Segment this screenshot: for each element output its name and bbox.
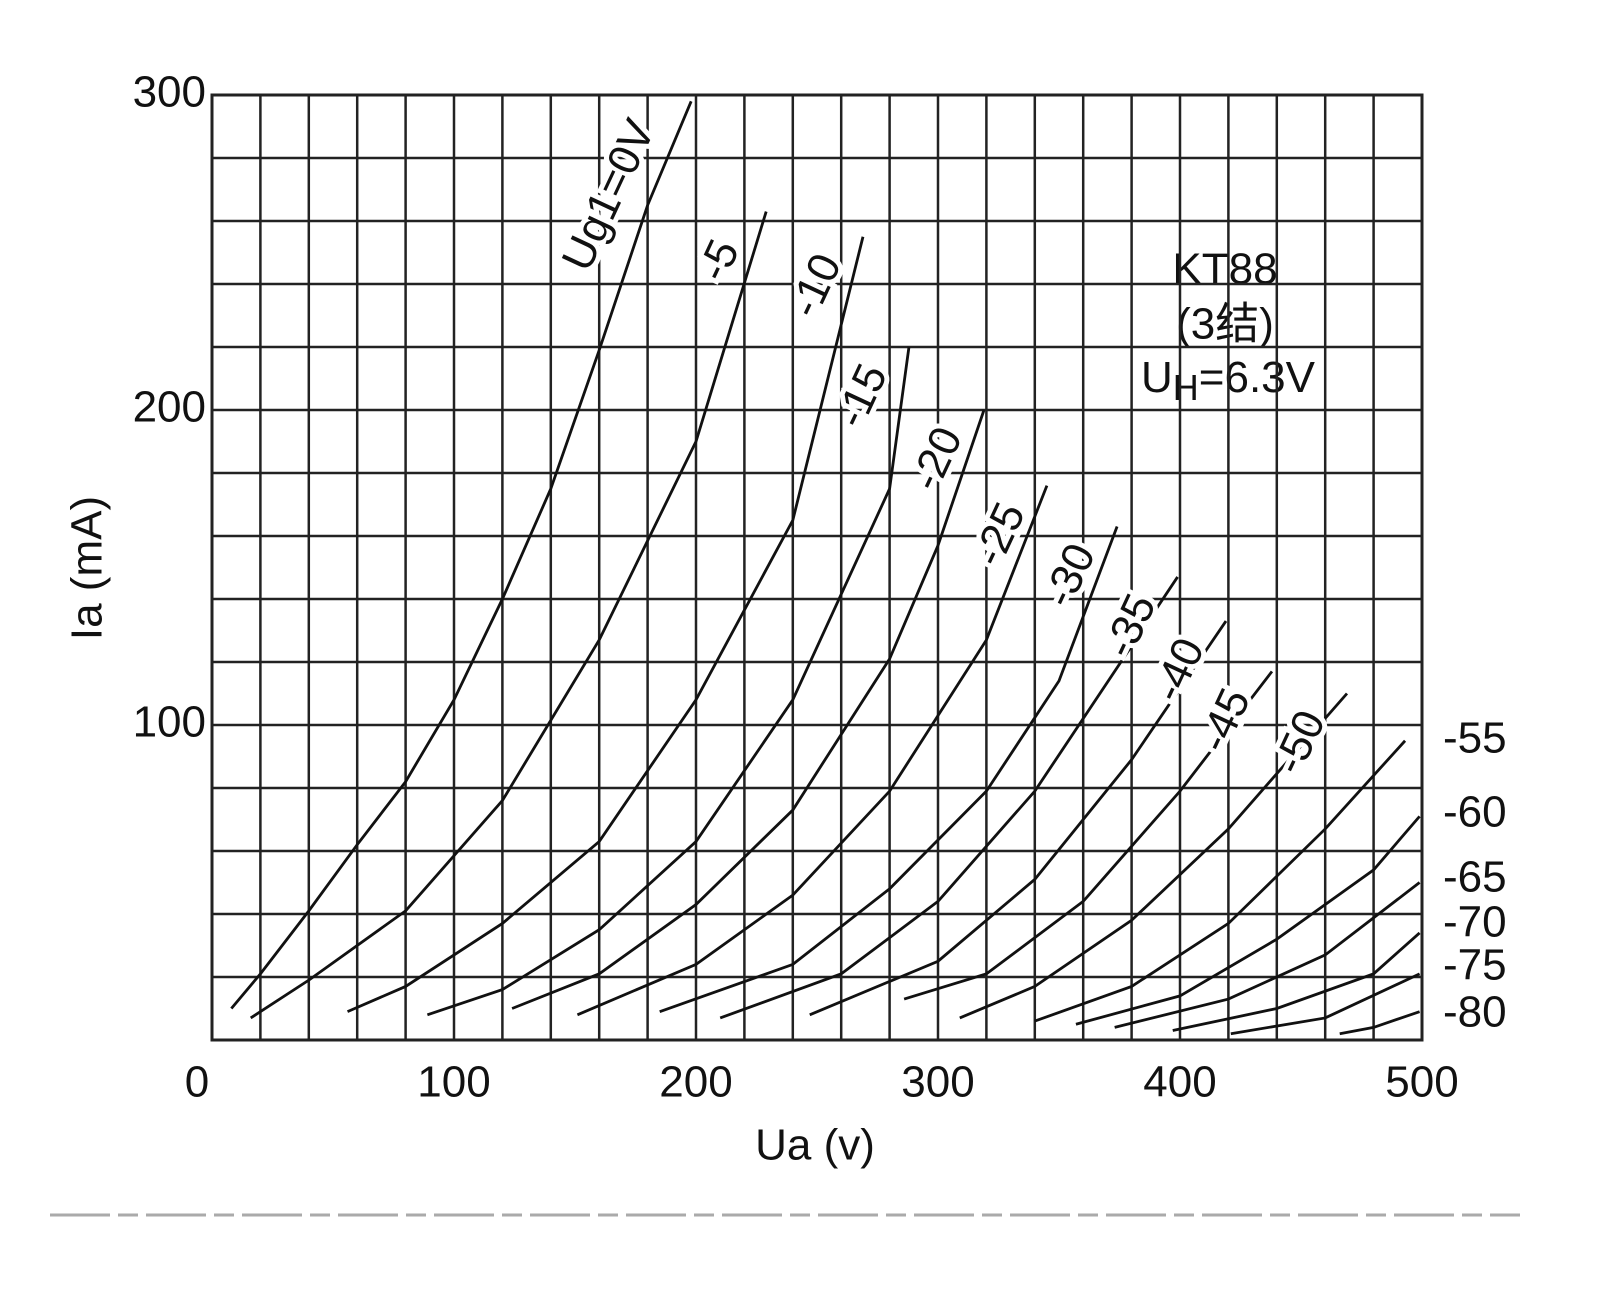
curve-label-text: -45 [1189, 681, 1260, 759]
annotation: KT88 [1172, 245, 1277, 294]
curve-label: -30 [1029, 531, 1110, 619]
x-tick-label: 500 [1385, 1058, 1458, 1107]
curve [809, 620, 1228, 1017]
y-tick-label: 100 [133, 698, 206, 747]
curve-label: -45 [1184, 676, 1265, 764]
x-tick-label: 400 [1143, 1058, 1216, 1107]
curve [1339, 1010, 1421, 1036]
curve [659, 526, 1119, 1013]
x-tick-label: 0 [185, 1058, 209, 1107]
curve-label: -75 [1443, 941, 1507, 990]
curve [1172, 931, 1421, 1032]
curve [576, 485, 1049, 1017]
curve-label: -80 [1443, 988, 1507, 1037]
curve [1075, 815, 1421, 1026]
curve-label: -40 [1138, 626, 1219, 714]
annotation: UH=6.3V [1141, 353, 1316, 408]
curve-label-text: -25 [964, 495, 1035, 573]
annotation-part: H [1173, 367, 1199, 408]
annotation: (3结) [1176, 300, 1274, 349]
curve-label: -15 [821, 352, 902, 440]
curve [1114, 881, 1421, 1029]
curve-label: -65 [1443, 853, 1507, 902]
curve [346, 236, 865, 1013]
y-tick-label: 300 [133, 68, 206, 117]
x-axis-title: Ua (v) [755, 1121, 875, 1170]
x-tick-label: 100 [417, 1058, 490, 1107]
curve [230, 100, 693, 1010]
curve [719, 576, 1179, 1020]
curve [959, 692, 1349, 1020]
curve-label: -70 [1443, 898, 1507, 947]
x-tick-label: 300 [901, 1058, 974, 1107]
curve [1034, 739, 1407, 1023]
curve-label: -60 [1443, 788, 1507, 837]
annotation-part: =6.3V [1199, 353, 1316, 402]
curve [511, 409, 986, 1010]
curve-label: -25 [959, 490, 1040, 578]
curve-label: -55 [1443, 713, 1507, 762]
curve-label-text: -40 [1143, 631, 1214, 709]
curve-label-text: -15 [826, 357, 897, 435]
curve-label-text: -20 [901, 420, 972, 498]
curve [426, 346, 911, 1017]
annotation-part: U [1141, 353, 1173, 402]
curve [1230, 972, 1421, 1036]
plot-border [210, 93, 1424, 1042]
curve-label: -20 [896, 415, 977, 503]
y-axis-title: Ia (mA) [63, 496, 112, 640]
curve [249, 211, 768, 1020]
y-tick-label: 200 [133, 383, 206, 432]
curve [903, 670, 1274, 1001]
x-tick-label: 200 [659, 1058, 732, 1107]
curve-label-text: -30 [1034, 536, 1105, 614]
